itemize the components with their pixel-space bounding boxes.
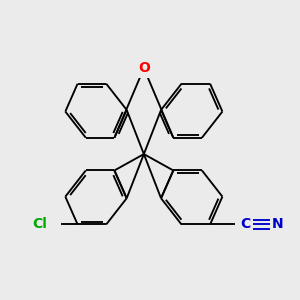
Text: C: C [240, 218, 250, 231]
Text: O: O [138, 61, 150, 75]
Text: Cl: Cl [32, 218, 47, 231]
Text: N: N [272, 218, 284, 231]
